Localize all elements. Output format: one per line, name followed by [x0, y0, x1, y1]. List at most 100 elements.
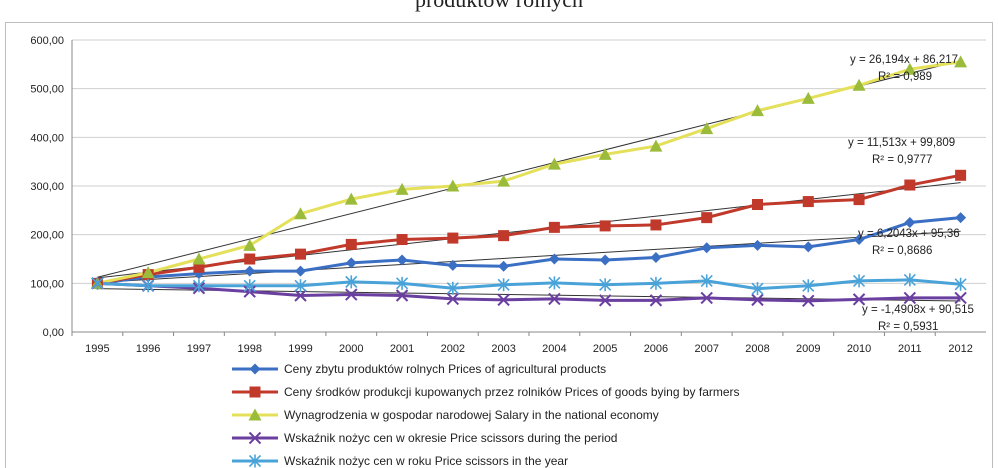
data-point: [446, 281, 459, 295]
x-tick-label: 1997: [187, 343, 211, 355]
data-point: [752, 198, 763, 210]
data-point: [243, 279, 256, 293]
data-point: [447, 259, 459, 271]
data-point: [294, 207, 307, 220]
data-point: [650, 219, 662, 231]
data-point: [249, 363, 261, 375]
x-tick-label: 2002: [441, 343, 465, 355]
series-lines: [97, 60, 961, 303]
data-point: [446, 292, 460, 306]
data-point: [548, 276, 561, 290]
data-point: [852, 293, 866, 306]
data-point: [954, 277, 967, 291]
y-tick-label: 0,00: [43, 327, 64, 339]
legend-label: Wskaźnik nożyc cen w roku Price scissors…: [284, 454, 568, 468]
data-point: [903, 273, 916, 287]
x-tick-label: 1995: [85, 343, 109, 355]
data-point: [193, 261, 205, 273]
data-point: [700, 122, 714, 135]
tick-labels: 0,00 100,00 200,00 300,00 400,00 500,00 600,00…: [30, 35, 973, 355]
data-point: [345, 275, 358, 289]
data-point: [598, 294, 612, 307]
trend-r-squared: R² = 0,989: [878, 71, 932, 83]
data-point: [244, 253, 256, 265]
x-tick-label: 2012: [948, 343, 972, 355]
data-point: [701, 242, 713, 254]
x-tick-label: 2007: [694, 343, 718, 355]
data-point: [649, 276, 663, 290]
trend-r-squared: R² = 0,5931: [878, 321, 938, 333]
data-point: [294, 279, 307, 293]
data-point: [548, 292, 561, 306]
legend-label: Ceny środków produkcji kupowanych przez …: [284, 385, 740, 399]
data-point: [853, 194, 865, 206]
x-tick-label: 1999: [288, 343, 312, 355]
trend-r-squared: R² = 0,8686: [872, 245, 932, 257]
data-point: [802, 196, 814, 208]
y-tick-label: 100,00: [30, 278, 64, 290]
data-point: [903, 291, 917, 305]
data-point: [396, 234, 408, 246]
data-point: [802, 241, 814, 253]
data-point: [345, 238, 357, 250]
trend-equation: y = 26,194x + 86,217: [850, 54, 958, 66]
legend-label: Wskaźnik nożyc cen w okresie Price sciss…: [284, 431, 617, 445]
data-point: [649, 294, 663, 307]
data-point: [248, 408, 262, 421]
data-point: [954, 291, 967, 305]
x-tick-label: 1998: [237, 343, 261, 355]
data-point: [547, 157, 561, 170]
data-point: [295, 248, 306, 260]
data-point: [802, 279, 815, 293]
data-point: [752, 239, 763, 251]
trend-equation: y = -1,4908x + 90,515: [862, 304, 974, 316]
data-point: [91, 276, 104, 290]
y-tick-label: 300,00: [30, 181, 64, 193]
data-point: [498, 230, 510, 242]
data-point: [294, 289, 307, 302]
data-point: [548, 221, 560, 233]
data-point: [853, 234, 865, 246]
legend-label: Ceny zbytu produktów rolnych Prices of a…: [284, 362, 606, 376]
data-point: [249, 386, 261, 398]
trend-equation: y = 11,513x + 99,809: [848, 137, 955, 149]
data-point: [248, 431, 262, 445]
data-point: [295, 265, 306, 277]
x-tick-label: 2004: [542, 343, 566, 355]
data-point: [700, 291, 713, 305]
data-point: [497, 278, 510, 292]
data-point: [751, 104, 764, 117]
x-tick-label: 2001: [390, 343, 414, 355]
data-point: [344, 192, 358, 205]
trendline: [97, 230, 961, 284]
chart-title: produktów rolnych: [0, 0, 998, 14]
data-point: [599, 254, 611, 266]
data-point: [141, 266, 155, 279]
data-point: [395, 276, 409, 290]
data-point: [852, 78, 866, 91]
x-tick-label: 2003: [491, 343, 515, 355]
data-point: [446, 179, 460, 192]
data-point: [248, 454, 262, 468]
x-tick-label: 2005: [593, 343, 617, 355]
data-point: [904, 217, 916, 228]
data-point: [650, 252, 662, 264]
x-tick-label: 2009: [796, 343, 820, 355]
data-point: [751, 282, 764, 296]
x-tick-label: 2000: [339, 343, 363, 355]
data-point: [700, 274, 713, 288]
series-line: [97, 216, 961, 285]
data-point: [598, 147, 612, 160]
chart-frame: [5, 22, 993, 468]
x-tick-label: 2008: [745, 343, 769, 355]
y-tick-label: 400,00: [30, 132, 64, 144]
data-point: [396, 254, 408, 266]
data-point: [599, 278, 612, 292]
legend-label: Wynagrodzenia w gospodar narodowej Salar…: [284, 408, 659, 422]
series-line: [97, 278, 961, 291]
x-tick-label: 2010: [847, 343, 871, 355]
data-point: [954, 55, 968, 68]
data-point: [802, 294, 815, 308]
y-tick-label: 500,00: [30, 84, 64, 96]
data-point: [497, 293, 510, 307]
